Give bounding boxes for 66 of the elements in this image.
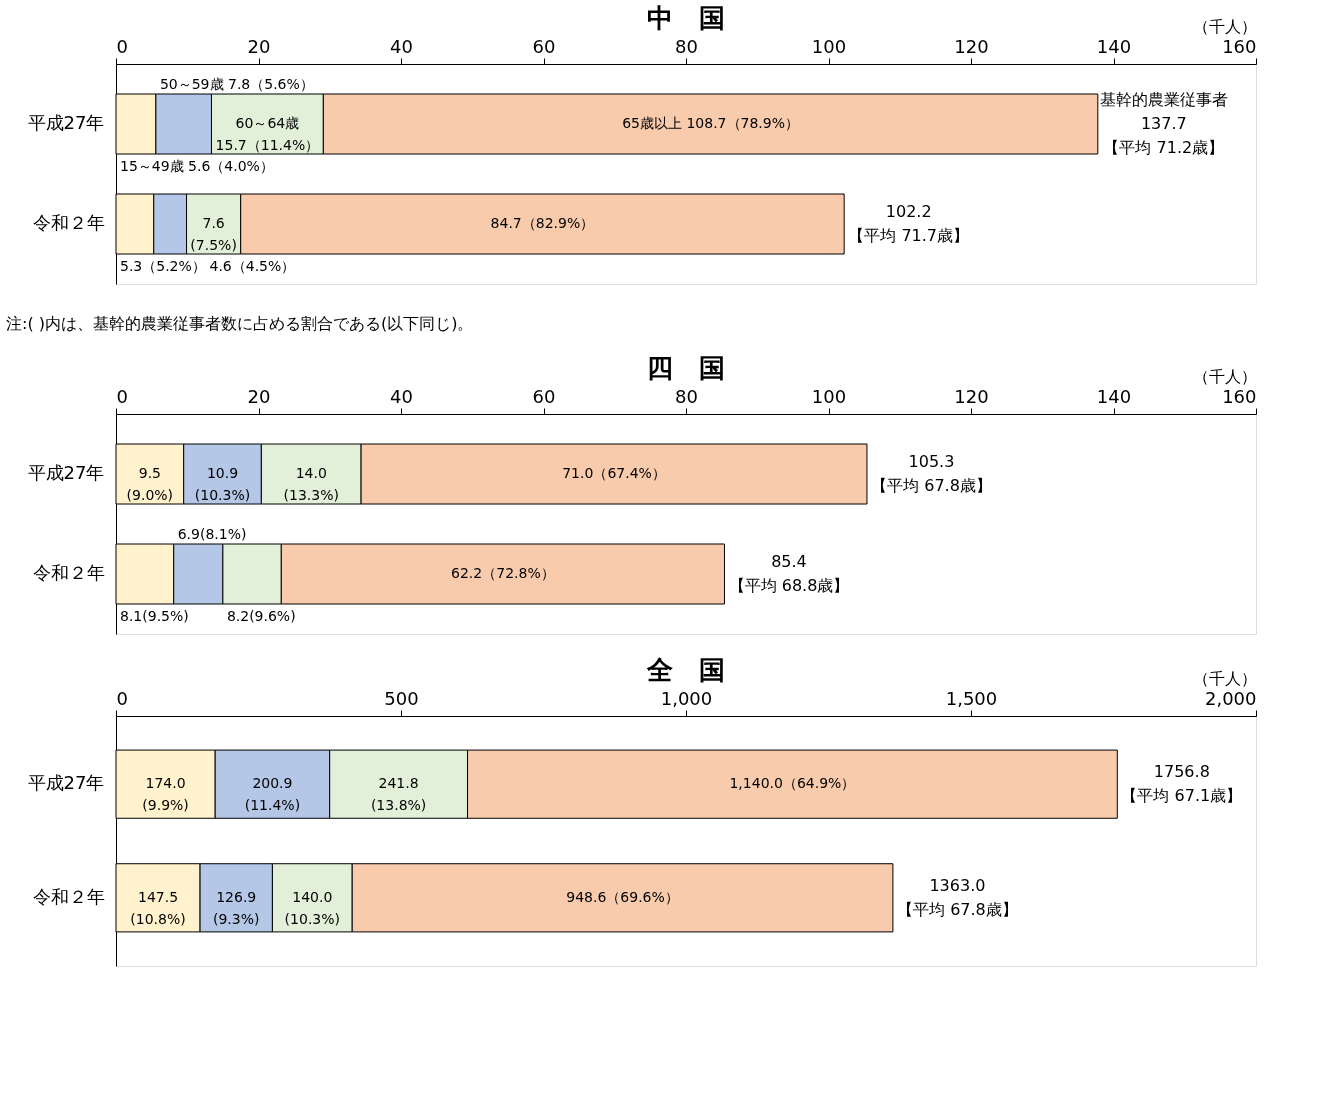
x-tick-label: 80 — [675, 385, 698, 407]
data-label: 8.1(9.5%) — [120, 608, 189, 624]
x-tick-label: 40 — [390, 385, 413, 407]
data-label: 15～49歳 5.6（4.0%） — [120, 158, 274, 174]
y-tick-label: 令和２年 — [32, 885, 105, 907]
data-label: 8.2(9.6%) — [226, 608, 296, 624]
total-label: 1363.0 【平均 67.8歳】 — [897, 875, 1018, 919]
data-label: 241.8 (13.8%) — [370, 775, 427, 814]
data-label: 65歳以上 108.7（78.9%） — [622, 115, 799, 131]
x-tick-label: 80 — [675, 35, 698, 57]
data-label: 147.5 (10.8%) — [130, 888, 186, 927]
data-label: 4.6（4.5%） — [209, 258, 296, 274]
x-tick-label: 1,500 — [945, 687, 998, 709]
y-tick-label: 令和２年 — [32, 562, 105, 583]
y-tick-label: 平成27年 — [27, 772, 105, 794]
total-label: 1756.8 【平均 67.1歳】 — [1121, 762, 1243, 806]
x-tick-label: 0 — [116, 35, 128, 57]
x-tick-label: 100 — [811, 35, 847, 57]
data-label: 62.2（72.8%） — [451, 565, 555, 581]
x-tick-label: 140 — [1096, 35, 1132, 57]
x-tick-label: 20 — [247, 385, 271, 407]
data-label: 948.6（69.6%） — [566, 888, 679, 905]
x-tick-label: 60 — [532, 35, 556, 57]
total-label: 105.3 【平均 67.8歳】 — [871, 452, 992, 495]
data-label: 7.6 (7.5%) — [190, 215, 237, 253]
data-label: 1,140.0（64.9%） — [729, 775, 856, 792]
x-tick-label: 60 — [532, 385, 556, 407]
x-tick-label: 120 — [954, 35, 989, 57]
data-label: 174.0 (9.9%) — [142, 775, 189, 814]
total-label: 基幹的農業従事者 137.7 【平均 71.2歳】 — [1099, 90, 1228, 157]
x-tick-label: 160 — [1222, 35, 1257, 57]
x-tick-label: 20 — [247, 35, 271, 57]
total-label: 102.2 【平均 71.7歳】 — [848, 202, 970, 245]
text: 注:( )内は、基幹的農業従事者数に占める割合である(以下同じ)。 — [6, 314, 474, 333]
data-label: 84.7（82.9%） — [490, 215, 595, 231]
x-tick-label: 0 — [116, 687, 128, 709]
x-tick-label: 140 — [1096, 385, 1132, 407]
data-label: 5.3（5.2%） — [120, 258, 206, 274]
chart-title: 全 国 — [646, 655, 725, 685]
chart-title: 中 国 — [647, 3, 725, 33]
x-axis-title: （千人） — [1192, 366, 1257, 386]
data-label: 71.0（67.4%） — [562, 465, 666, 481]
x-tick-label: 500 — [384, 687, 419, 709]
total-label: 85.4 【平均 68.8歳】 — [728, 552, 850, 595]
x-axis-title: （千人） — [1192, 16, 1257, 36]
data-label: 60～64歳 15.7（11.4%） — [215, 115, 320, 153]
data-label: 50～59歳 7.8（5.6%） — [159, 76, 314, 92]
x-tick-label: 120 — [954, 385, 989, 407]
x-tick-label: 160 — [1222, 385, 1257, 407]
x-tick-label: 100 — [811, 385, 847, 407]
y-tick-label: 令和２年 — [32, 212, 105, 233]
data-label: 140.0 (10.3%) — [284, 888, 341, 927]
data-label: 200.9 (11.4%) — [244, 775, 301, 814]
x-tick-label: 1,000 — [660, 687, 713, 709]
y-tick-label: 平成27年 — [27, 462, 105, 483]
data-label: 126.9 (9.3%) — [212, 888, 260, 927]
x-tick-label: 2,000 — [1204, 687, 1257, 709]
data-label: 9.5 (9.0%) — [126, 465, 174, 503]
x-tick-label: 0 — [116, 385, 128, 407]
data-label: 14.0 (13.3%) — [283, 465, 339, 503]
y-tick-label: 平成27年 — [27, 112, 105, 133]
data-label: 6.9(8.1%) — [177, 526, 247, 542]
chart-title: 四 国 — [647, 353, 725, 383]
x-tick-label: 40 — [390, 35, 413, 57]
data-label: 10.9 (10.3%) — [194, 465, 251, 503]
x-axis-title: （千人） — [1192, 668, 1257, 688]
